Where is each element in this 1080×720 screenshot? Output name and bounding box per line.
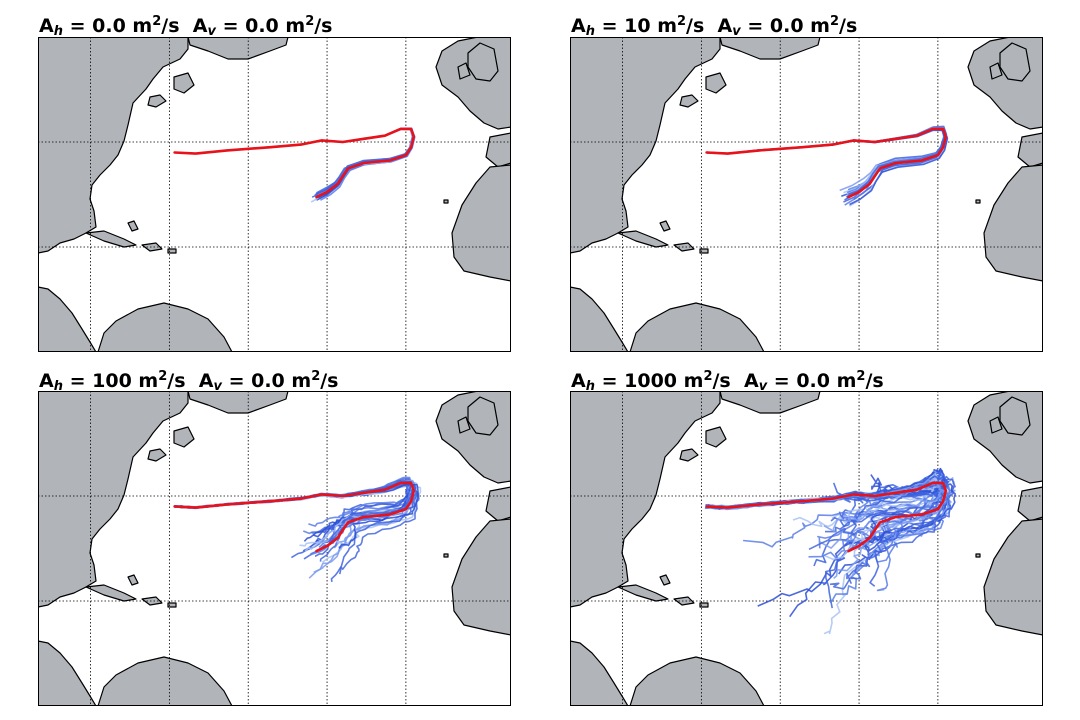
panel-2-map <box>570 37 1043 352</box>
cuba-land <box>617 230 669 248</box>
mean-trajectory <box>173 481 416 553</box>
map-content <box>38 37 511 352</box>
nova-scotia-land <box>679 94 699 108</box>
south-america-land <box>97 656 233 706</box>
ireland-land <box>989 416 1003 434</box>
britain-land <box>999 42 1031 82</box>
africa-land <box>451 164 511 282</box>
bahamas-land <box>659 574 671 586</box>
nova-scotia-land <box>147 448 167 462</box>
britain-land <box>467 396 499 436</box>
mean-trajectory <box>173 127 416 199</box>
africa-land <box>983 518 1043 636</box>
panel-3-title: Ah = 100 m2/s Av = 0.0 m2/s <box>39 369 339 394</box>
hispaniola-land <box>673 596 695 606</box>
hispaniola-land <box>673 242 695 252</box>
cuba-land <box>617 584 669 602</box>
graticule <box>570 391 1043 706</box>
panel-4-map <box>570 391 1043 706</box>
south-america-land <box>629 302 765 352</box>
iberia-land <box>1017 486 1043 522</box>
land-masses <box>38 391 511 706</box>
canary-land <box>443 199 449 204</box>
newfoundland-land <box>173 72 195 94</box>
central-america-land <box>570 286 629 352</box>
puerto-rico-land <box>167 602 177 608</box>
britain-land <box>467 42 499 82</box>
central-america-land <box>570 640 629 706</box>
puerto-rico-land <box>167 248 177 254</box>
panel-1-title: Ah = 0.0 m2/s Av = 0.0 m2/s <box>39 14 333 39</box>
north-america-land <box>38 37 189 254</box>
africa-land <box>451 518 511 636</box>
map-content <box>570 391 1043 706</box>
iberia-land <box>485 132 511 168</box>
graticule <box>38 391 511 706</box>
puerto-rico-land <box>699 248 709 254</box>
cuba-land <box>85 230 137 248</box>
land-masses <box>570 37 1043 352</box>
nova-scotia-land <box>147 94 167 108</box>
newfoundland-land <box>705 72 727 94</box>
ireland-land <box>457 416 471 434</box>
map-frame <box>570 37 1043 352</box>
canary-land <box>975 553 981 558</box>
panel-3-map <box>38 391 511 706</box>
map-frame <box>570 391 1043 706</box>
map-content <box>38 391 511 706</box>
graticule <box>38 37 511 352</box>
puerto-rico-land <box>699 602 709 608</box>
bahamas-land <box>127 574 139 586</box>
hispaniola-land <box>141 242 163 252</box>
land-masses <box>570 391 1043 706</box>
north-america-land <box>38 391 189 608</box>
mean-trajectory <box>705 481 948 553</box>
map-frame <box>38 391 511 706</box>
north-america-land <box>570 391 721 608</box>
land-masses <box>38 37 511 352</box>
panel-2-title: Ah = 10 m2/s Av = 0.0 m2/s <box>571 14 858 39</box>
bahamas-land <box>127 220 139 232</box>
graticule <box>570 37 1043 352</box>
map-frame <box>38 37 511 352</box>
panel-1-map <box>38 37 511 352</box>
map-content <box>570 37 1043 352</box>
iberia-land <box>485 486 511 522</box>
britain-land <box>999 396 1031 436</box>
iberia-land <box>1017 132 1043 168</box>
south-america-land <box>629 656 765 706</box>
newfoundland-land <box>705 426 727 448</box>
canary-land <box>975 199 981 204</box>
newfoundland-land <box>173 426 195 448</box>
cuba-land <box>85 584 137 602</box>
particle-trajectory <box>705 472 938 528</box>
africa-land <box>983 164 1043 282</box>
central-america-land <box>38 640 97 706</box>
nova-scotia-land <box>679 448 699 462</box>
bahamas-land <box>659 220 671 232</box>
panel-4-title: Ah = 1000 m2/s Av = 0.0 m2/s <box>571 369 884 394</box>
ireland-land <box>989 62 1003 80</box>
hispaniola-land <box>141 596 163 606</box>
canary-land <box>443 553 449 558</box>
south-america-land <box>97 302 233 352</box>
mean-trajectory <box>705 127 948 199</box>
ireland-land <box>457 62 471 80</box>
north-america-land <box>570 37 721 254</box>
central-america-land <box>38 286 97 352</box>
